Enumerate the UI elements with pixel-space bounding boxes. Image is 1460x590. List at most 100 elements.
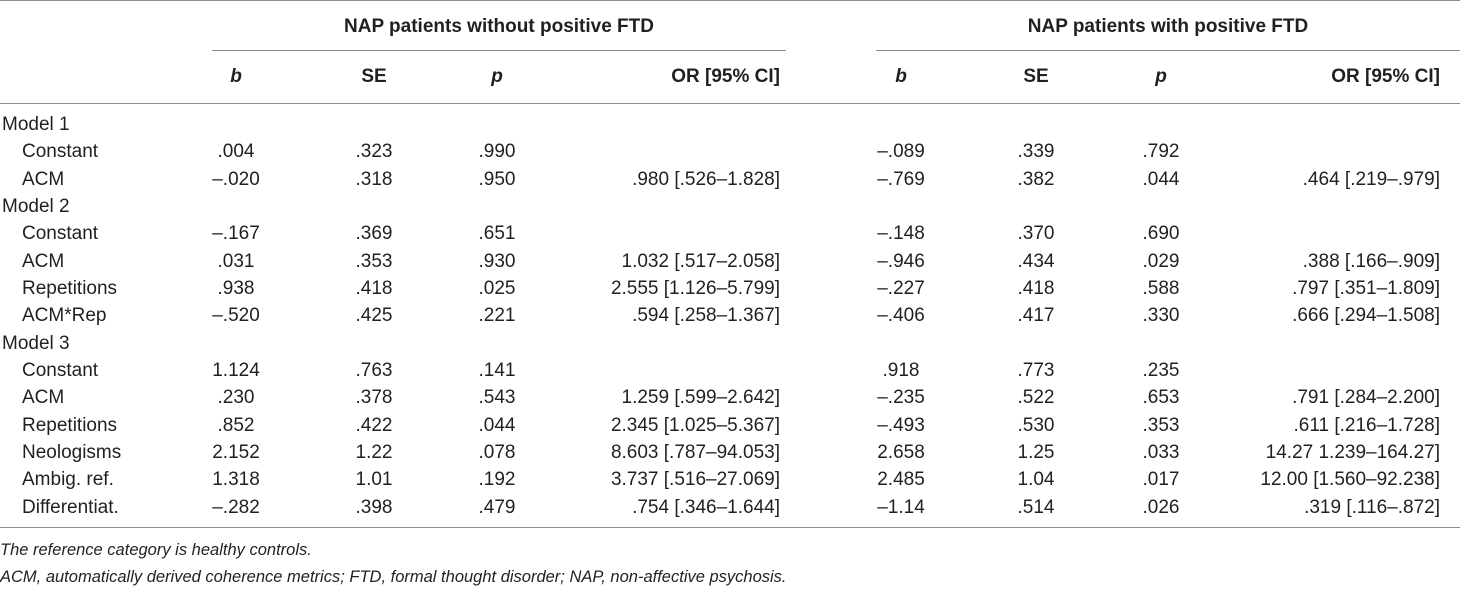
table-cell: .938 [217,278,255,299]
table-cell: .990 [478,141,516,163]
table-cell: –.493 [877,414,925,436]
table-cell: .398 [355,496,393,518]
table-cell: .791 [.284–2.200] [1292,387,1440,409]
table-cell: .369 [355,223,393,245]
table-cell: .514 [1017,496,1055,518]
table-cell: .319 [.116–.872] [1304,496,1440,518]
table-cell: –.520 [212,305,260,327]
col-header-se-left: SE [361,66,387,87]
row-label: Repetitions [22,278,118,299]
table-cell: .388 [.166–.909] [1302,250,1440,272]
table-cell: –.148 [877,223,925,245]
row-label: ACM [22,168,65,190]
group-rule-right [876,50,1460,51]
table-cell: .792 [1142,141,1180,163]
col-header-or-ci-right: OR [95% CI] [1331,66,1440,87]
table-cell: –.227 [877,278,925,299]
table-cell: 2.152 [212,442,260,463]
row-label: Neologisms [22,442,122,463]
col-header-p-right: p [1155,66,1167,87]
table-cell: 12.00 [1.560–92.238] [1260,469,1440,491]
table-cell: 2.345 [1.025–5.367] [610,414,780,436]
table-cell: –.769 [877,168,925,190]
col-header-se-right: SE [1023,66,1049,87]
table-cell: .025 [478,278,516,299]
table-cell: .594 [.258–1.367] [632,305,780,327]
bottom-rule [0,527,1460,528]
table-cell: .078 [478,442,516,463]
table-cell: .479 [478,496,516,518]
table-cell: .852 [217,414,255,436]
table-cell: 1.318 [212,469,260,491]
model-label: Model 3 [2,332,70,354]
table-cell: .417 [1017,305,1055,327]
group-header-without-ftd: NAP patients without positive FTD [344,16,654,37]
group-rule-left [212,50,786,51]
table-cell: .323 [355,141,393,163]
row-label: Repetitions [22,414,118,436]
table-cell: 3.737 [.516–27.069] [610,469,780,491]
table-cell: –.167 [212,223,260,245]
table-cell: 1.01 [355,469,393,491]
table-cell: .031 [217,250,255,272]
table-cell: 8.603 [.787–94.053] [610,442,780,463]
table-cell: .422 [355,414,393,436]
table-cell: .464 [.219–.979] [1302,168,1440,190]
table-cell: .026 [1142,496,1180,518]
table-cell: –.089 [877,141,925,163]
table-cell: –.235 [877,387,925,409]
table-cell: .522 [1017,387,1055,409]
table-cell: .370 [1017,223,1055,245]
table-cell: .235 [1142,360,1180,381]
row-label: ACM*Rep [22,305,107,327]
table-cell: .330 [1142,305,1180,327]
table-cell: .318 [355,168,393,190]
table-cell: .930 [478,250,516,272]
table-cell: .690 [1142,223,1180,245]
col-header-p-left: p [491,66,503,87]
group-header-with-ftd: NAP patients with positive FTD [1027,16,1309,37]
table-cell: 14.27 1.239–164.27] [1265,442,1440,463]
table-cell: –1.14 [877,496,925,518]
table-cell: .418 [1017,278,1055,299]
table-cell: .666 [.294–1.508] [1292,305,1440,327]
table-cell: .004 [217,141,255,163]
table-cell: .651 [478,223,516,245]
col-header-or-ci-left: OR [95% CI] [671,66,780,87]
col-header-b-right: b [895,66,907,87]
table-cell: .382 [1017,168,1055,190]
table-cell: –.282 [212,496,260,518]
table-cell: 2.658 [877,442,925,463]
table-cell: .353 [1142,414,1180,436]
table-cell: 1.22 [355,442,393,463]
table-cell: .797 [.351–1.809] [1292,278,1440,299]
table-cell: .378 [355,387,393,409]
table-cell: .353 [355,250,393,272]
table-cell: –.406 [877,305,925,327]
table-cell: .543 [478,387,516,409]
table-cell: 2.555 [1.126–5.799] [610,278,780,299]
table-cell: .044 [1142,168,1180,190]
table-cell: .754 [.346–1.644] [632,496,780,518]
table-cell: .339 [1017,141,1055,163]
table-cell: .425 [355,305,393,327]
model-label: Model 2 [2,196,70,217]
table-cell: –.946 [877,250,925,272]
row-label: Ambig. ref. [22,469,114,491]
footnote-abbreviations: ACM, automatically derived coherence met… [0,568,787,586]
table-cell: .653 [1142,387,1180,409]
row-label: Constant [22,141,99,163]
row-label: Constant [22,223,99,245]
top-rule [0,0,1460,1]
col-header-b-left: b [230,66,242,87]
table-cell: 1.032 [.517–2.058] [621,250,780,272]
table-cell: .230 [217,387,255,409]
table-cell: .434 [1017,250,1055,272]
table-cell: 1.259 [.599–2.642] [621,387,780,409]
table-cell: –.020 [212,168,260,190]
table-cell: 2.485 [877,469,925,491]
table-cell: .763 [355,360,393,381]
table-cell: .017 [1142,469,1180,491]
table-cell: .530 [1017,414,1055,436]
table-cell: 1.25 [1017,442,1055,463]
